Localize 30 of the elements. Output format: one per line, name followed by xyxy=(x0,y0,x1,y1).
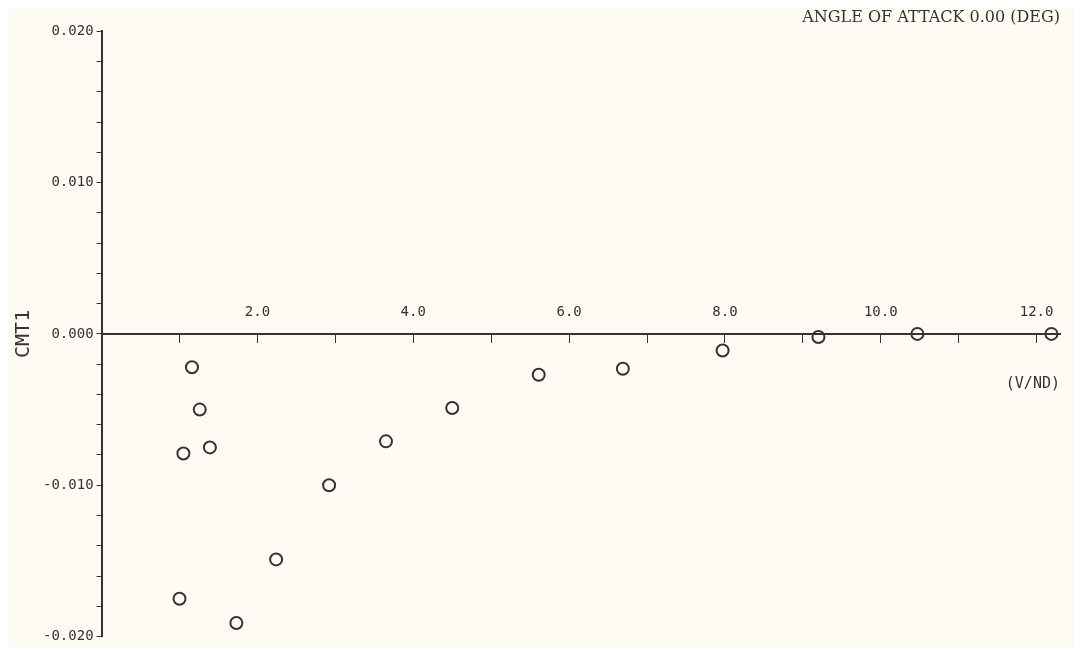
point xyxy=(192,402,207,417)
point xyxy=(172,591,187,606)
point xyxy=(531,367,546,382)
text: 2.0 xyxy=(244,302,271,319)
y-tick-label: 0.000 xyxy=(51,324,94,341)
x-tick-label: 10.0 xyxy=(863,302,898,319)
point xyxy=(715,343,730,358)
point xyxy=(322,478,337,493)
point xyxy=(378,434,393,449)
point xyxy=(445,401,460,416)
chart-title: ANGLE OF ATTACK 0.00 (DEG) xyxy=(801,6,1060,26)
point xyxy=(615,361,630,376)
y-tick-label: 0.010 xyxy=(51,173,94,190)
x-tick-label: 8.0 xyxy=(712,302,738,319)
point xyxy=(184,360,199,375)
y-axis-title: CMT1 xyxy=(10,309,35,358)
x-tick-label: 12.0 xyxy=(1019,302,1054,319)
x-tick-label: 4.0 xyxy=(400,302,426,319)
x-tick-label: 6.0 xyxy=(556,302,582,319)
point xyxy=(176,446,191,461)
point xyxy=(269,552,284,567)
y-tick-label: 0.020 xyxy=(51,21,94,38)
y-tick-label: -0.020 xyxy=(42,627,94,644)
point xyxy=(910,326,925,341)
point xyxy=(229,615,244,630)
point xyxy=(1044,326,1059,341)
point xyxy=(811,329,826,344)
x-axis-title: (V/ND) xyxy=(1005,373,1060,392)
point xyxy=(202,440,217,455)
y-tick-label: -0.010 xyxy=(42,475,94,492)
